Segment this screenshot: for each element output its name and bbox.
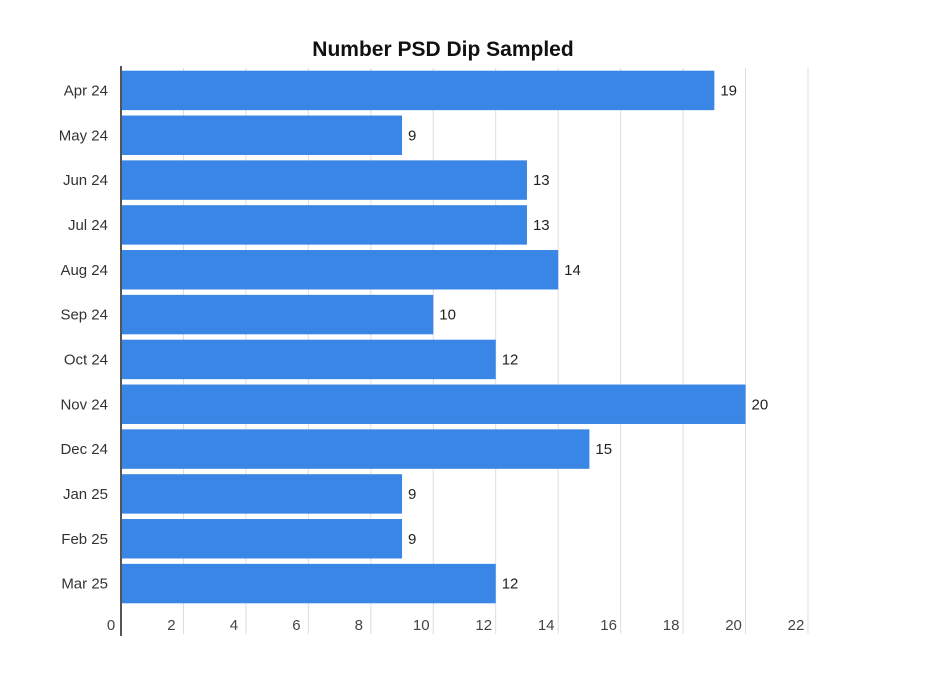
category-label: Nov 24 [60,396,108,413]
category-label: Apr 24 [64,82,108,99]
x-tick-label: 8 [355,617,363,634]
category-label: May 24 [59,127,108,144]
bar [121,294,434,335]
category-label: Oct 24 [64,351,108,368]
x-tick-label: 12 [475,617,492,634]
data-label: 19 [720,82,737,99]
data-label: 15 [595,441,612,458]
data-label: 13 [533,217,550,234]
data-label: 9 [408,127,416,144]
data-label: 9 [408,531,416,548]
x-tick-label: 2 [167,617,175,634]
x-tick-label: 20 [725,617,742,634]
x-tick-label: 4 [230,617,238,634]
category-label: Feb 25 [61,531,108,548]
category-labels: Apr 24 May 24 Jun 24 Jul 24 Aug 24 Sep 24 Oct … [59,82,108,592]
data-label: 9 [408,486,416,503]
bar [121,115,403,155]
bars: 19 9 13 13 14 10 12 20 15 9 9 12 [121,70,769,604]
x-tick-label: 10 [413,617,430,634]
bar [121,429,590,469]
data-label: 20 [752,396,769,413]
data-label: 10 [439,307,456,324]
bar [121,384,746,424]
x-tick-label: 22 [788,617,805,634]
bar [121,519,403,559]
bar [121,563,496,604]
category-label: Mar 25 [61,576,108,593]
data-label: 12 [502,576,519,593]
category-label: Sep 24 [60,307,108,324]
x-axis-tick-labels: 0 2 4 6 8 10 12 14 16 18 20 22 [107,617,805,634]
data-label: 13 [533,172,550,189]
x-tick-label: 0 [107,617,115,634]
chart-title: Number PSD Dip Sampled [312,38,573,61]
data-label: 14 [564,262,581,279]
category-label: Aug 24 [60,262,108,279]
x-tick-label: 6 [292,617,300,634]
category-label: Dec 24 [60,441,108,458]
data-label: 12 [502,351,519,368]
category-label: Jul 24 [68,217,108,234]
bar [121,205,527,245]
bar [121,250,559,290]
bar [121,339,496,380]
category-label: Jan 25 [63,486,108,503]
bar [121,160,527,200]
bar [121,70,715,111]
bar [121,474,403,514]
x-tick-label: 14 [538,617,555,634]
x-tick-label: 16 [600,617,617,634]
category-label: Jun 24 [63,172,108,189]
x-tick-label: 18 [663,617,680,634]
